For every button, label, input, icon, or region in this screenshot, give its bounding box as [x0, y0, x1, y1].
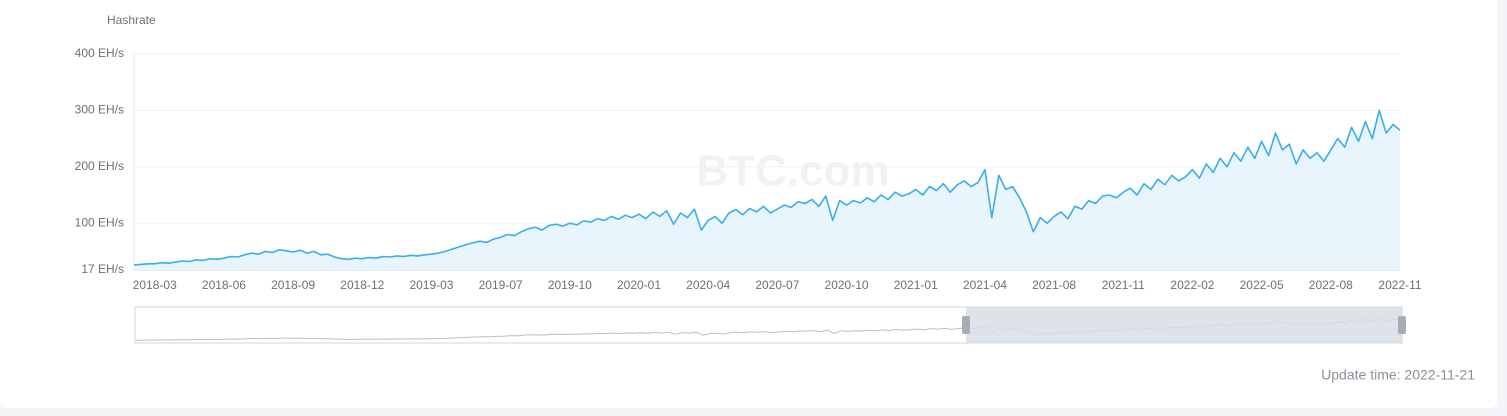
x-tick-label: 2020-01 — [617, 278, 661, 292]
update-time: Update time: 2022-11-21 — [1321, 367, 1475, 383]
x-tick-label: 2018-12 — [340, 278, 384, 292]
x-tick-label: 2018-09 — [271, 278, 315, 292]
x-tick-label: 2021-11 — [1102, 278, 1145, 292]
x-tick-label: 2019-03 — [409, 278, 453, 292]
y-tick-label: 17 EH/s — [81, 262, 124, 276]
y-axis-name: Hashrate — [107, 13, 156, 27]
slider-window[interactable] — [966, 307, 1402, 343]
slider-handle[interactable] — [1398, 316, 1406, 334]
data-zoom-slider[interactable] — [134, 306, 1406, 344]
x-tick-label: 2021-01 — [894, 278, 938, 292]
x-tick-label: 2022-02 — [1170, 278, 1214, 292]
x-tick-label: 2022-05 — [1240, 278, 1284, 292]
x-tick-label: 2019-10 — [548, 278, 592, 292]
y-tick-label: 300 EH/s — [75, 103, 124, 117]
card: BTC.com Hashrate Update time: 2022-11-21… — [0, 0, 1497, 408]
x-tick-label: 2021-04 — [963, 278, 1007, 292]
x-tick-label: 2018-03 — [133, 278, 177, 292]
x-tick-label: 2019-07 — [479, 278, 523, 292]
chart: BTC.com Hashrate Update time: 2022-11-21… — [75, 13, 1476, 383]
x-tick-label: 2022-08 — [1309, 278, 1353, 292]
y-tick-label: 400 EH/s — [75, 46, 124, 60]
x-tick-label: 2020-04 — [686, 278, 730, 292]
area — [134, 110, 1400, 271]
x-tick-label: 2018-06 — [202, 278, 246, 292]
x-tick-label: 2020-07 — [755, 278, 799, 292]
x-tick-label: 2021-08 — [1032, 278, 1076, 292]
x-tick-label: 2022-11 — [1378, 278, 1421, 292]
x-tick-label: 2020-10 — [825, 278, 869, 292]
slider-handle[interactable] — [962, 316, 970, 334]
y-tick-label: 100 EH/s — [75, 215, 124, 229]
watermark: BTC.com — [696, 147, 889, 196]
y-tick-label: 200 EH/s — [75, 159, 124, 173]
line — [133, 109, 1401, 266]
